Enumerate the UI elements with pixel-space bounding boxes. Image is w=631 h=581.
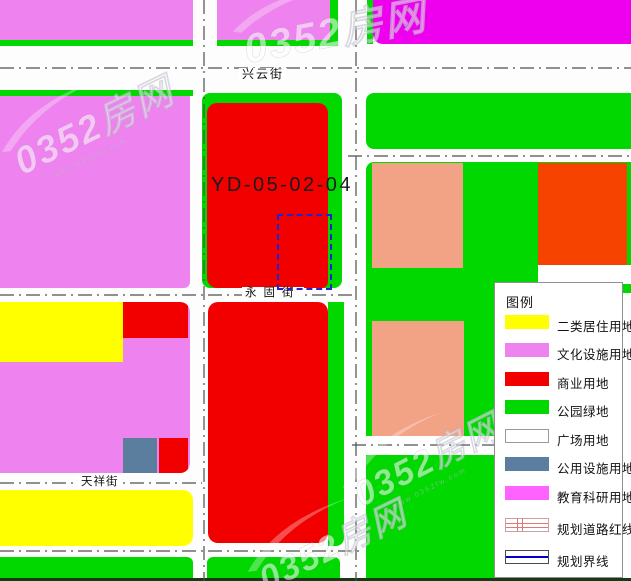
green-park-right-upper (366, 93, 631, 149)
legend-item-park-green: 公园绿地 (495, 400, 622, 419)
plaza-swatch (505, 429, 549, 443)
parcel-utility (123, 438, 157, 473)
boundary-blue-line (506, 556, 548, 558)
legend-item-utility: 公用设施用地 (495, 457, 631, 476)
legend-item-label: 广场用地 (557, 434, 610, 448)
legend-panel: 图例 二类居住用地 文化设施用地 商业用地 公园绿地 广场用地 公用设施用地 教… (494, 282, 631, 578)
parcel-orange (538, 163, 627, 265)
legend-item-education: 教育科研用地 (495, 486, 631, 505)
redline-v1 (517, 519, 518, 531)
street-label-yonggu: 永固街 (242, 287, 304, 300)
legend-item-road-redline: 规划道路红线 (495, 518, 631, 537)
parcel-commercial-lower (208, 302, 328, 543)
street-label-tianxiang: 天祥街 (78, 476, 122, 489)
legend-item-label: 规划界线 (557, 555, 610, 569)
green-belt (217, 40, 330, 46)
cultural-swatch (505, 343, 549, 357)
redline-h2 (506, 527, 548, 528)
road-right-horizontal (366, 436, 495, 455)
parcel-cultural-top-left (0, 0, 193, 40)
legend-item-label: 公用设施用地 (557, 462, 631, 476)
residential-swatch (505, 315, 549, 329)
green-belt (0, 90, 193, 96)
parcel-mixed-lower-left (0, 302, 190, 473)
parcel-commercial-small-a (123, 302, 188, 338)
map-bottom-border (0, 578, 631, 581)
green-belt (0, 40, 193, 46)
parcel-code-label: YD-05-02-04 (211, 174, 354, 196)
parcel-residential-bottom (0, 490, 193, 546)
legend-item-boundary: 规划界线 (495, 550, 622, 569)
street-label-xingyun: 兴云街 (239, 68, 288, 81)
legend-item-label: 文化设施用地 (557, 348, 631, 362)
road-redline-swatch (505, 518, 549, 532)
education-swatch (505, 486, 549, 500)
boundary-swatch (505, 550, 549, 564)
parcel-education-top-right (373, 0, 631, 44)
legend-item-label: 规划道路红线 (557, 523, 631, 537)
legend-item-label: 商业用地 (557, 377, 610, 391)
legend-item-commercial: 商业用地 (495, 372, 622, 391)
white-edge-right (623, 293, 631, 578)
utility-swatch (505, 457, 549, 471)
legend-item-label: 公园绿地 (557, 405, 610, 419)
redline-h1 (506, 523, 548, 524)
parcel-salmon-upper (372, 163, 463, 268)
green-belt (328, 302, 344, 546)
plaza-strip-under-orange (538, 265, 631, 284)
legend-item-cultural: 文化设施用地 (495, 343, 631, 362)
legend-item-plaza: 广场用地 (495, 429, 622, 448)
parcel-residential-a (0, 302, 123, 362)
legend-item-label: 二类居住用地 (557, 320, 631, 334)
legend-title: 图例 (506, 295, 535, 310)
redline-v2 (522, 519, 523, 531)
green-belt (0, 557, 193, 581)
parcel-commercial-yd050204 (207, 103, 328, 288)
parcel-commercial-small-b (159, 438, 188, 473)
green-belt (367, 0, 373, 44)
parcel-cultural-big-left (0, 96, 190, 288)
park-green-swatch (505, 400, 549, 414)
parcel-salmon-lower (372, 321, 464, 436)
planning-boundary-dashed-rect (277, 214, 332, 290)
legend-item-residential: 二类居住用地 (495, 315, 631, 334)
parcel-cultural-top-mid (217, 0, 330, 40)
legend-item-label: 教育科研用地 (557, 491, 631, 505)
green-belt (207, 557, 340, 581)
green-belt (330, 0, 338, 46)
commercial-swatch (505, 372, 549, 386)
